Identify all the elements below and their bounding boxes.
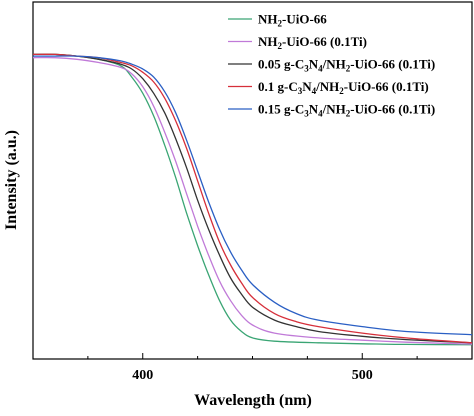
x-axis-ticks <box>32 353 473 359</box>
legend-label-5: 0.15 g-C3N4/NH2-UiO-66 (0.1Ti) <box>258 102 435 119</box>
series-line-1 <box>32 53 473 346</box>
series-line-5 <box>33 55 473 336</box>
x-axis-label: Wavelength (nm) <box>194 392 312 409</box>
series-line-2 <box>32 56 473 345</box>
legend-label-3: 0.05 g-C3N4/NH2-UiO-66 (0.1Ti) <box>258 57 435 74</box>
x-tick-label: 500 <box>352 368 373 383</box>
legend: NH2-UiO-66 NH2-UiO-66 (0.1Ti) 0.05 g-C3N4/… <box>228 12 435 119</box>
x-tick-label: 400 <box>132 368 153 383</box>
series-layer <box>32 53 473 346</box>
x-axis-tick-labels: 400 500 <box>132 368 373 383</box>
legend-label-2: NH2-UiO-66 (0.1Ti) <box>258 34 367 51</box>
series-line-4 <box>32 53 473 344</box>
legend-label-1: NH2-UiO-66 <box>258 12 327 29</box>
y-axis-label: Intensity (a.u.) <box>3 130 20 230</box>
legend-label-4: 0.1 g-C3N4/NH2-UiO-66 (0.1Ti) <box>258 79 429 96</box>
series-line-3 <box>32 53 473 344</box>
